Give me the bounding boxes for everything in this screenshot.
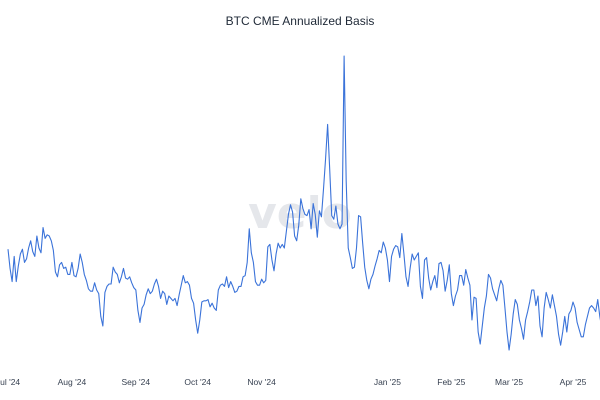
x-tick-label: Nov '24 — [247, 377, 276, 387]
x-tick-label: Jul '24 — [0, 377, 20, 387]
x-tick-label: Aug '24 — [58, 377, 87, 387]
x-tick-label: Oct '24 — [184, 377, 211, 387]
x-tick-label: Mar '25 — [495, 377, 523, 387]
x-axis: Jul '24 Aug '24 Sep '24 Oct '24 Nov '24 Jan '… — [0, 377, 587, 387]
x-tick-label: Apr '25 — [560, 377, 587, 387]
plot-area — [7, 55, 600, 351]
x-tick-label: Jan '25 — [374, 377, 401, 387]
x-tick-label: Sep '24 — [122, 377, 151, 387]
x-tick-label: Feb '25 — [437, 377, 465, 387]
chart-title: BTC CME Annualized Basis — [225, 14, 375, 28]
series-line — [7, 55, 600, 351]
